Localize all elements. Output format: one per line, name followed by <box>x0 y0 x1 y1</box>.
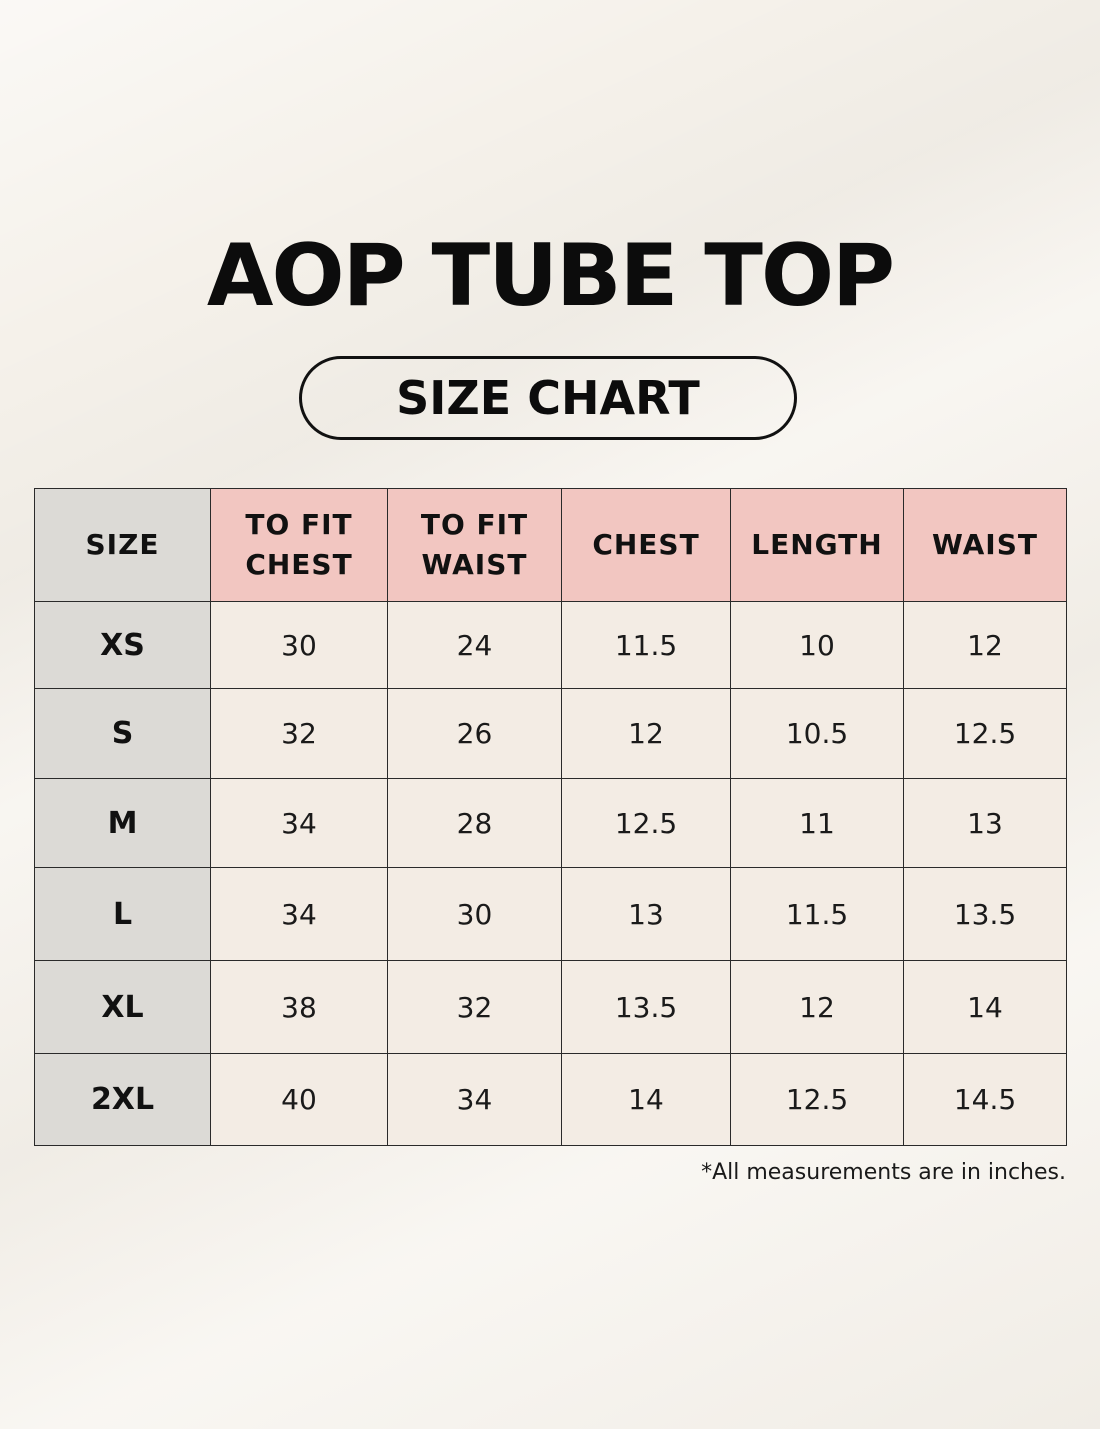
header-line: CHEST <box>245 548 353 581</box>
table-cell: 14.5 <box>903 1053 1067 1146</box>
table-cell: 34 <box>387 1053 562 1146</box>
column-header-waist: WAIST <box>903 488 1067 602</box>
table-cell: 26 <box>387 688 562 779</box>
header-line: WAIST <box>932 528 1038 561</box>
size-cell: 2XL <box>34 1053 211 1146</box>
measurement-footnote: *All measurements are in inches. <box>701 1160 1066 1185</box>
table-cell: 14 <box>561 1053 731 1146</box>
size-cell: S <box>34 688 211 779</box>
size-chart-badge: SIZE CHART <box>299 356 797 440</box>
size-cell: M <box>34 778 211 868</box>
header-line: WAIST <box>421 548 528 581</box>
table-cell: 12 <box>561 688 731 779</box>
table-cell: 10.5 <box>730 688 904 779</box>
size-cell: XL <box>34 960 211 1054</box>
table-cell: 13 <box>561 867 731 961</box>
table-cell: 32 <box>210 688 388 779</box>
table-header-row: SIZE TO FIT CHEST TO FIT WAIST CHEST LEN… <box>34 488 1067 602</box>
table-cell: 30 <box>210 601 388 689</box>
table-cell: 24 <box>387 601 562 689</box>
table-cell: 30 <box>387 867 562 961</box>
table-cell: 12 <box>730 960 904 1054</box>
table-cell: 10 <box>730 601 904 689</box>
table-cell: 34 <box>210 867 388 961</box>
table-cell: 14 <box>903 960 1067 1054</box>
table-cell: 32 <box>387 960 562 1054</box>
table-row: XS 30 24 11.5 10 12 <box>34 601 1067 689</box>
table-cell: 13.5 <box>903 867 1067 961</box>
table-cell: 12.5 <box>561 778 731 868</box>
table-cell: 38 <box>210 960 388 1054</box>
table-row: XL 38 32 13.5 12 14 <box>34 960 1067 1054</box>
table-cell: 11.5 <box>730 867 904 961</box>
table-cell: 40 <box>210 1053 388 1146</box>
table-cell: 12 <box>903 601 1067 689</box>
column-header-length: LENGTH <box>730 488 904 602</box>
column-header-chest: CHEST <box>561 488 731 602</box>
size-table: SIZE TO FIT CHEST TO FIT WAIST CHEST LEN… <box>34 488 1067 1146</box>
table-row: M 34 28 12.5 11 13 <box>34 778 1067 868</box>
header-line: LENGTH <box>751 528 883 561</box>
table-cell: 12.5 <box>730 1053 904 1146</box>
table-cell: 28 <box>387 778 562 868</box>
column-header-to-fit-waist: TO FIT WAIST <box>387 488 562 602</box>
header-line: TO FIT <box>420 508 529 541</box>
table-cell: 34 <box>210 778 388 868</box>
table-cell: 12.5 <box>903 688 1067 779</box>
table-row: L 34 30 13 11.5 13.5 <box>34 867 1067 961</box>
header-line: CHEST <box>592 528 700 561</box>
size-cell: L <box>34 867 211 961</box>
column-header-size: SIZE <box>34 488 211 602</box>
page-title: AOP TUBE TOP <box>206 226 895 326</box>
table-cell: 13 <box>903 778 1067 868</box>
header-line: TO FIT <box>245 508 353 541</box>
table-cell: 11.5 <box>561 601 731 689</box>
table-row: 2XL 40 34 14 12.5 14.5 <box>34 1053 1067 1146</box>
table-cell: 13.5 <box>561 960 731 1054</box>
header-line: SIZE <box>85 528 160 561</box>
table-row: S 32 26 12 10.5 12.5 <box>34 688 1067 779</box>
size-chart-label: SIZE CHART <box>396 371 700 425</box>
size-cell: XS <box>34 601 211 689</box>
column-header-to-fit-chest: TO FIT CHEST <box>210 488 388 602</box>
table-cell: 11 <box>730 778 904 868</box>
